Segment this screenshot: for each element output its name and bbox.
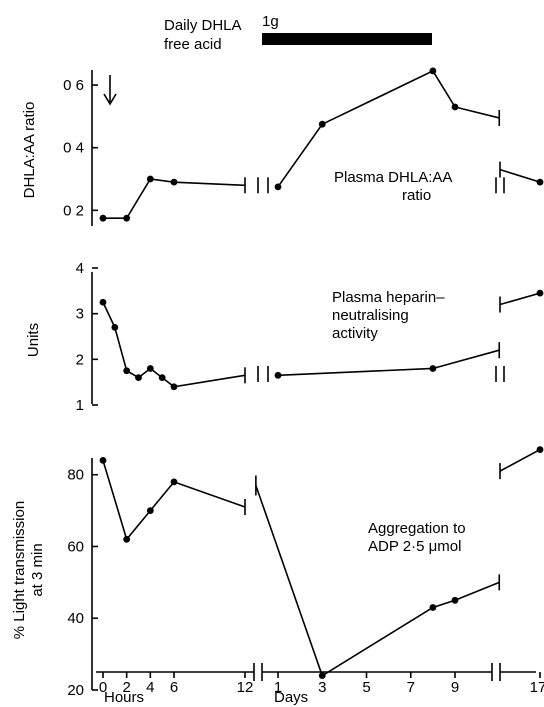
x-axis-ticks: 0 2 4 6 12 1 3 5 7 9 17 [96, 663, 544, 696]
treatment-period-bar [262, 33, 432, 45]
y-tick-label: 0 4 [63, 140, 84, 157]
hours-series-point [123, 214, 131, 222]
hours-series-point [99, 456, 107, 464]
x-tick-label-hours: 2 [122, 679, 130, 696]
y-tick-label: 80 [67, 467, 84, 484]
y-tick-label: 4 [76, 260, 84, 277]
hours-series-point [146, 507, 154, 514]
panel-annotation: ratio [402, 187, 431, 204]
panel-annotation: activity [332, 325, 378, 342]
final-series-point [536, 178, 544, 186]
panel-annotation: ADP 2·5 μmol [368, 538, 461, 555]
panel-annotation: Plasma heparin– [332, 289, 445, 306]
hours-series-point [123, 535, 131, 543]
panel-dhla-aa-ratio: 0 2 0 4 0 6 DHLA:AA ratio Plasma DHLA:AArati… [21, 67, 544, 226]
x-tick-label-hours: 4 [146, 679, 154, 696]
hours-series-point [146, 365, 154, 372]
x-tick-label-days: 1 [274, 679, 282, 696]
hours-series-point [158, 374, 166, 381]
y-axis-label: % Light transmission [11, 501, 28, 639]
panel-annotation: neutralising [332, 307, 409, 324]
days-series-point [429, 67, 437, 75]
hours-series-point [111, 323, 119, 331]
days-series-point [429, 604, 437, 611]
y-tick-label: 0 6 [63, 77, 84, 94]
days-series-point [274, 183, 282, 191]
panel-annotation: Aggregation to [368, 520, 466, 537]
y-tick-label: 60 [67, 538, 84, 555]
treatment-label-line2: free acid [164, 36, 222, 53]
days-series-point [274, 371, 282, 379]
dose-label: 1g [262, 13, 279, 30]
y-tick-label: 40 [67, 610, 84, 627]
x-tick-label-hours: 12 [237, 679, 254, 696]
y-tick-label: 1 [76, 397, 84, 414]
x-tick-label-days: 3 [318, 679, 326, 696]
x-tick-label-final: 17 [530, 679, 544, 696]
x-axis-hours-label: Hours [104, 689, 144, 706]
final-series-point [536, 446, 544, 453]
panel-annotation: Plasma DHLA:AA [334, 169, 452, 186]
days-series-line [255, 485, 500, 677]
final-series-line [499, 448, 541, 472]
hours-series-line [102, 301, 246, 388]
y-axis-label: at 3 min [29, 543, 46, 596]
hours-series-point [170, 178, 178, 186]
hours-series-point [99, 298, 107, 306]
y-axis-label: DHLA:AA ratio [21, 102, 38, 199]
y-axis-label: Units [25, 323, 42, 357]
treatment-start-arrow-head [103, 93, 117, 106]
final-series-line [499, 292, 541, 306]
days-series-point [451, 596, 459, 604]
hours-series-point [146, 175, 154, 183]
panel-heparin-activity: 1 2 3 4 Units Plasma heparin–neutralisingacti… [25, 260, 544, 414]
y-tick-label: 3 [76, 306, 84, 323]
days-series-point [318, 120, 326, 128]
x-tick-label-hours: 0 [99, 679, 107, 696]
days-series-point [451, 103, 459, 111]
x-tick-label-hours: 6 [170, 679, 178, 696]
y-tick-label: 0 2 [63, 202, 84, 219]
days-series-point [429, 365, 437, 372]
hours-series-point [123, 367, 131, 375]
x-tick-label-days: 9 [451, 679, 459, 696]
final-series-line [499, 168, 541, 183]
x-tick-label-days: 5 [362, 679, 370, 696]
treatment-label-line1: Daily DHLA [164, 17, 242, 34]
x-tick-label-days: 7 [407, 679, 415, 696]
hours-series-point [170, 383, 178, 391]
hours-series-point [135, 374, 142, 381]
hours-series-point [99, 214, 107, 222]
final-series-point [536, 289, 544, 297]
x-axis-days-label: Days [274, 689, 308, 706]
hours-series-point [170, 478, 178, 486]
y-tick-label: 2 [76, 351, 84, 368]
days-series-line [277, 349, 500, 377]
hours-series-line [102, 460, 246, 541]
y-tick-label: 20 [67, 682, 84, 699]
